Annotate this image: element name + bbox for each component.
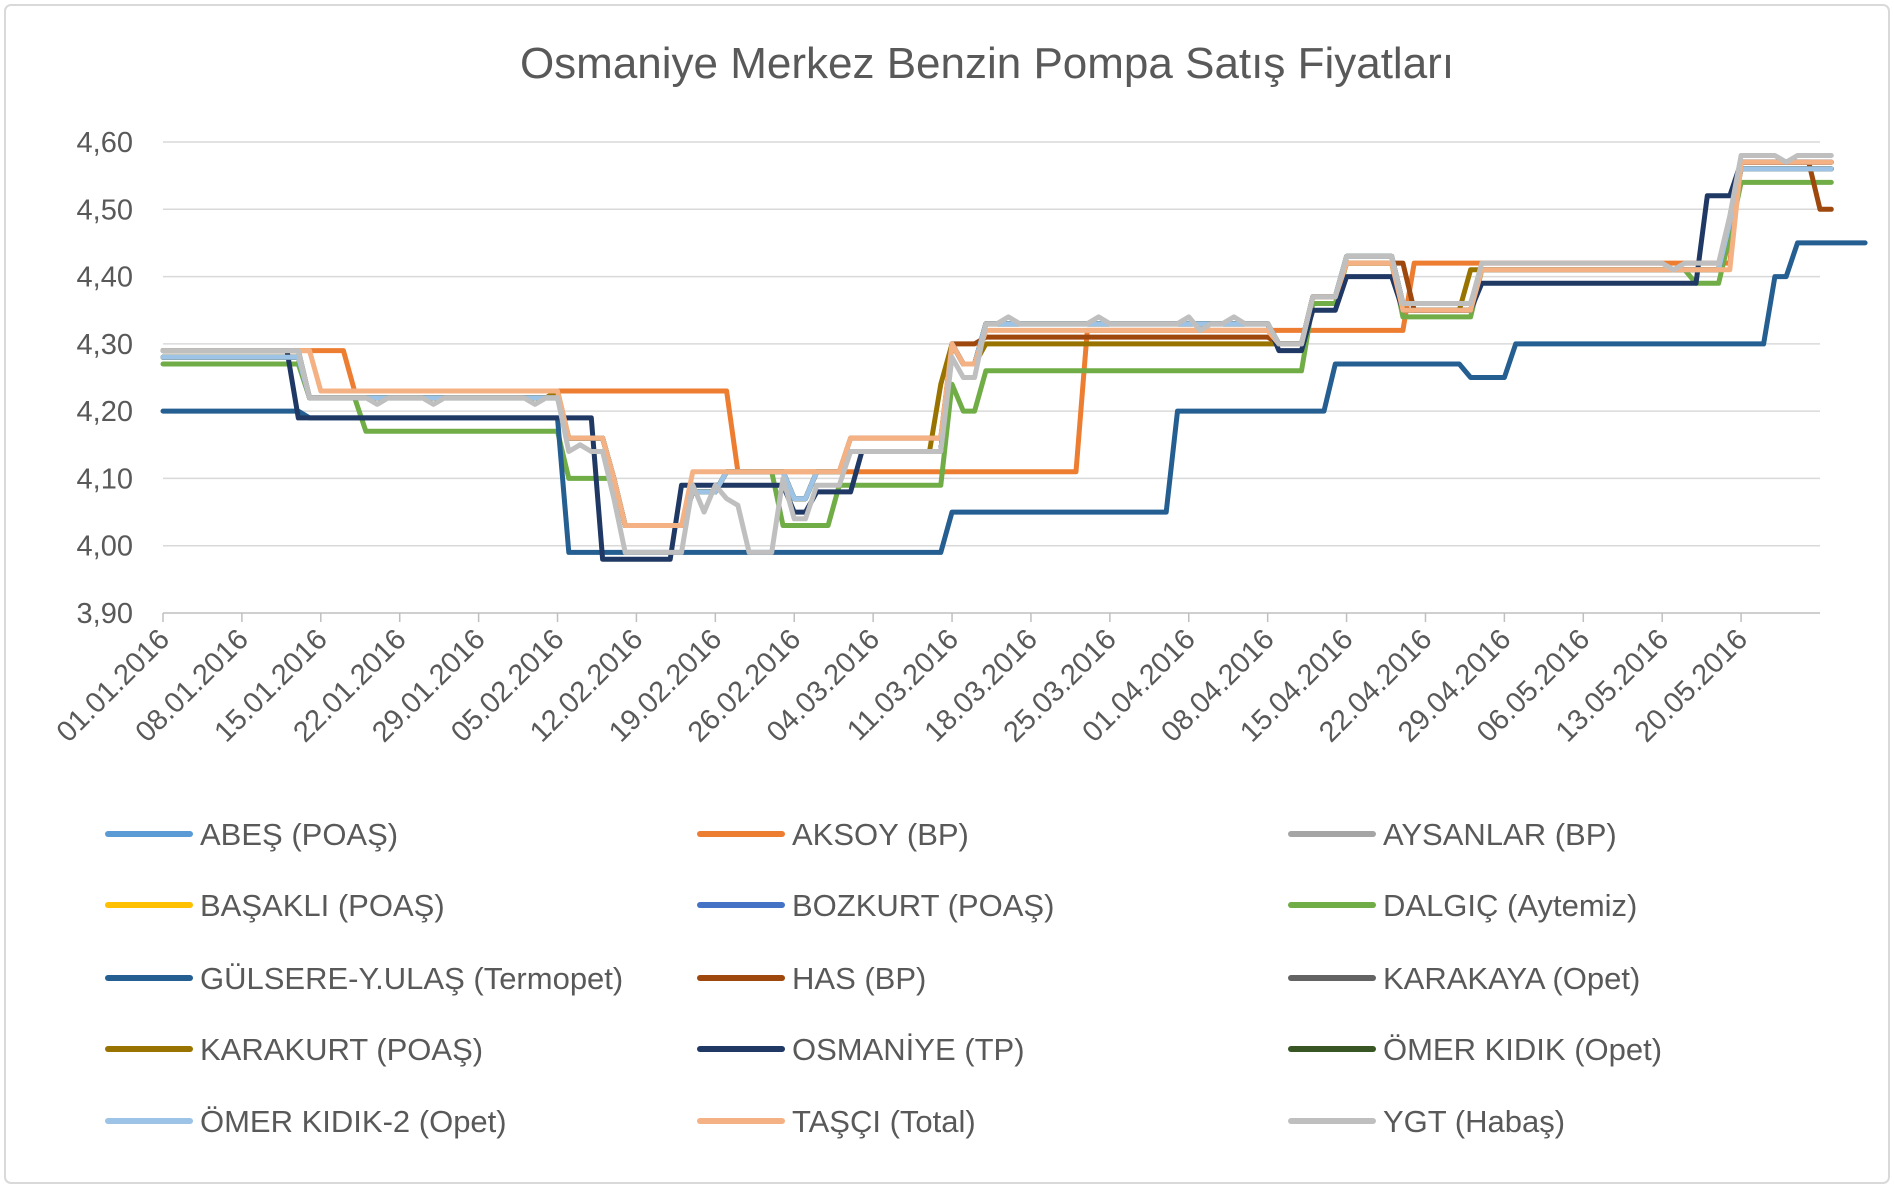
y-tick-label: 4,40: [77, 262, 133, 294]
legend-label: ÖMER KIDIK (Opet): [1383, 1032, 1662, 1067]
legend-label: KARAKURT (POAŞ): [200, 1032, 483, 1067]
chart-border: [4, 4, 1890, 1184]
legend-label: DALGIÇ (Aytemiz): [1383, 888, 1637, 923]
legend-label: AYSANLAR (BP): [1383, 817, 1617, 852]
series-line-14: [160, 153, 1834, 555]
legend-label: ÖMER KIDIK-2 (Opet): [200, 1104, 507, 1139]
legend: ABEŞ (POAŞ) AKSOY (BP) AYSANLAR (BP) BAŞAKL…: [105, 817, 1662, 1139]
y-axis-tick-labels: 3,90 4,00 4,10 4,20 4,30 4,40 4,50 4,60: [77, 127, 133, 630]
legend-label: KARAKAYA (Opet): [1383, 961, 1640, 996]
legend-label: BOZKURT (POAŞ): [792, 888, 1054, 923]
legend-label: YGT (Habaş): [1383, 1104, 1565, 1139]
y-tick-label: 4,60: [77, 127, 133, 159]
legend-label: GÜLSERE-Y.ULAŞ (Termopet): [200, 961, 623, 996]
legend-label: OSMANİYE (TP): [792, 1032, 1025, 1067]
chart-title: Osmaniye Merkez Benzin Pompa Satış Fiyat…: [520, 39, 1454, 88]
y-tick-label: 4,50: [77, 194, 133, 226]
y-tick-label: 4,00: [77, 531, 133, 563]
series-line-13: [160, 159, 1834, 528]
y-tick-label: 4,20: [77, 396, 133, 428]
legend-label: ABEŞ (POAŞ): [200, 817, 398, 852]
y-tick-label: 3,90: [77, 598, 133, 630]
legend-label: BAŞAKLI (POAŞ): [200, 888, 445, 923]
series-lines: [160, 153, 1868, 562]
legend-label: AKSOY (BP): [792, 817, 969, 852]
y-tick-label: 4,30: [77, 329, 133, 361]
legend-label: TAŞÇI (Total): [792, 1104, 976, 1139]
legend-label: HAS (BP): [792, 961, 926, 996]
y-tick-label: 4,10: [77, 463, 133, 495]
